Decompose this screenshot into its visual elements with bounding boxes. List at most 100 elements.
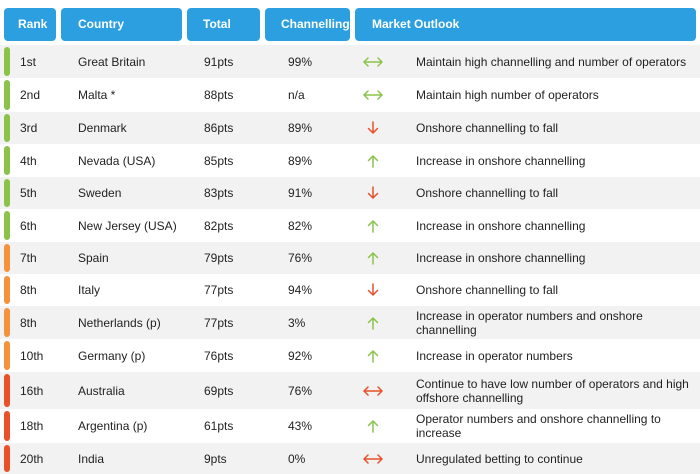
channelling-cell: 3% bbox=[288, 315, 306, 330]
header-total: Total bbox=[187, 8, 260, 41]
channelling-cell: 0% bbox=[288, 451, 306, 466]
tier-indicator bbox=[4, 276, 10, 304]
country-cell: New Jersey (USA) bbox=[78, 218, 177, 233]
header-rank: Rank bbox=[4, 8, 56, 41]
arrow-left-right-icon bbox=[362, 78, 384, 112]
rank-cell: 3rd bbox=[20, 121, 38, 135]
country-cell: Sweden bbox=[78, 186, 122, 200]
country-cell: Nevada (USA) bbox=[78, 153, 156, 168]
rank-cell: 4th bbox=[20, 153, 37, 168]
total-cell: 79pts bbox=[204, 251, 234, 265]
arrow-down-icon bbox=[362, 274, 384, 306]
arrow-left-right-icon bbox=[362, 372, 384, 409]
arrow-up-icon bbox=[362, 209, 384, 242]
channelling-cell: 43% bbox=[288, 419, 313, 433]
channelling-cell: 76% bbox=[288, 383, 313, 398]
total-cell: 77pts bbox=[204, 315, 234, 330]
rank-cell: 18th bbox=[20, 419, 44, 433]
country-cell: Germany (p) bbox=[78, 348, 146, 363]
outlook-cell: Unregulated betting to continue bbox=[416, 451, 583, 466]
channelling-cell: 89% bbox=[288, 121, 313, 135]
rank-cell: 16th bbox=[20, 383, 44, 398]
country-cell: Italy bbox=[78, 283, 101, 297]
outlook-cell: Maintain high channelling and number of … bbox=[416, 54, 687, 69]
tier-indicator bbox=[4, 114, 10, 142]
table-row: 4th Nevada (USA) 85pts 89% Increase in onsho… bbox=[0, 144, 700, 177]
outlook-cell: Increase in onshore channelling bbox=[416, 251, 586, 265]
rank-cell: 10th bbox=[20, 348, 44, 363]
tier-indicator bbox=[4, 308, 10, 337]
rank-cell: 8th bbox=[20, 315, 37, 330]
table-row: 1st Great Britain 91pts 99% Maintain high ch… bbox=[0, 45, 700, 78]
country-cell: Argentina (p) bbox=[78, 419, 148, 433]
outlook-cell: Increase in onshore channelling bbox=[416, 218, 586, 233]
country-cell: Denmark bbox=[78, 121, 127, 135]
outlook-cell: Increase in onshore channelling bbox=[416, 153, 586, 168]
table-row: 6th New Jersey (USA) 82pts 82% Increase in o… bbox=[0, 209, 700, 242]
table-row: 8th Italy 77pts 94% Onshore channelling to f… bbox=[0, 274, 700, 306]
channelling-cell: 91% bbox=[288, 186, 313, 200]
tier-indicator bbox=[4, 211, 10, 240]
table-row: 8th Netherlands (p) 77pts 3% Increase in ope… bbox=[0, 306, 700, 339]
arrow-left-right-icon bbox=[362, 45, 384, 78]
table-row: 3rd Denmark 86pts 89% Onshore channelling to… bbox=[0, 112, 700, 144]
country-cell: Great Britain bbox=[78, 54, 146, 69]
total-cell: 88pts bbox=[204, 88, 234, 102]
country-cell: India bbox=[78, 451, 105, 466]
total-cell: 86pts bbox=[204, 121, 234, 135]
total-cell: 85pts bbox=[204, 153, 234, 168]
header-channelling: Channelling bbox=[265, 8, 350, 41]
country-cell: Spain bbox=[78, 251, 109, 265]
tier-indicator bbox=[4, 179, 10, 207]
rank-cell: 8th bbox=[20, 283, 37, 297]
table-row: 18th Argentina (p) 61pts 43% Operator number… bbox=[0, 409, 700, 443]
rank-cell: 1st bbox=[20, 54, 37, 69]
channelling-cell: 99% bbox=[288, 54, 313, 69]
tier-indicator bbox=[4, 411, 10, 441]
tier-indicator bbox=[4, 47, 10, 76]
rank-cell: 7th bbox=[20, 251, 37, 265]
rank-cell: 5th bbox=[20, 186, 37, 200]
tier-indicator bbox=[4, 146, 10, 175]
total-cell: 76pts bbox=[204, 348, 234, 363]
arrow-up-icon bbox=[362, 339, 384, 372]
table-row: 2nd Malta * 88pts n/a Maintain high number o… bbox=[0, 78, 700, 112]
table-row: 16th Australia 69pts 76% Continue to have lo… bbox=[0, 372, 700, 409]
channelling-cell: 76% bbox=[288, 251, 313, 265]
outlook-cell: Operator numbers and onshore channelling… bbox=[416, 412, 661, 440]
tier-indicator bbox=[4, 374, 10, 407]
total-cell: 69pts bbox=[204, 383, 234, 398]
total-cell: 82pts bbox=[204, 218, 234, 233]
arrow-down-icon bbox=[362, 112, 384, 144]
table-row: 5th Sweden 83pts 91% Onshore channelling to … bbox=[0, 177, 700, 209]
outlook-cell: Increase in operator numbers bbox=[416, 348, 573, 363]
outlook-cell: Increase in operator numbers and onshore… bbox=[416, 308, 643, 337]
channelling-cell: 89% bbox=[288, 153, 313, 168]
outlook-cell: Onshore channelling to fall bbox=[416, 283, 559, 297]
tier-indicator bbox=[4, 445, 10, 472]
outlook-cell: Onshore channelling to fall bbox=[416, 121, 559, 135]
channelling-cell: 82% bbox=[288, 218, 313, 233]
channelling-cell: n/a bbox=[288, 88, 305, 102]
rank-cell: 6th bbox=[20, 218, 37, 233]
arrow-up-icon bbox=[362, 242, 384, 274]
outlook-cell: Onshore channelling to fall bbox=[416, 186, 559, 200]
header-country: Country bbox=[61, 8, 182, 41]
header-market-outlook: Market Outlook bbox=[355, 8, 696, 41]
arrow-up-icon bbox=[362, 144, 384, 177]
country-cell: Netherlands (p) bbox=[78, 315, 161, 330]
arrow-up-icon bbox=[362, 409, 384, 443]
arrow-down-icon bbox=[362, 177, 384, 209]
channelling-cell: 92% bbox=[288, 348, 313, 363]
tier-indicator bbox=[4, 341, 10, 370]
tier-indicator bbox=[4, 244, 10, 272]
rank-cell: 2nd bbox=[20, 88, 41, 102]
country-cell: Australia bbox=[78, 383, 125, 398]
rank-cell: 20th bbox=[20, 451, 44, 466]
table-row: 20th India 9pts 0% Unregulated betting to co… bbox=[0, 443, 700, 474]
table-row: 10th Germany (p) 76pts 92% Increase in opera… bbox=[0, 339, 700, 372]
total-cell: 77pts bbox=[204, 283, 234, 297]
tier-indicator bbox=[4, 80, 10, 110]
total-cell: 61pts bbox=[204, 419, 234, 433]
country-cell: Malta * bbox=[78, 88, 116, 102]
